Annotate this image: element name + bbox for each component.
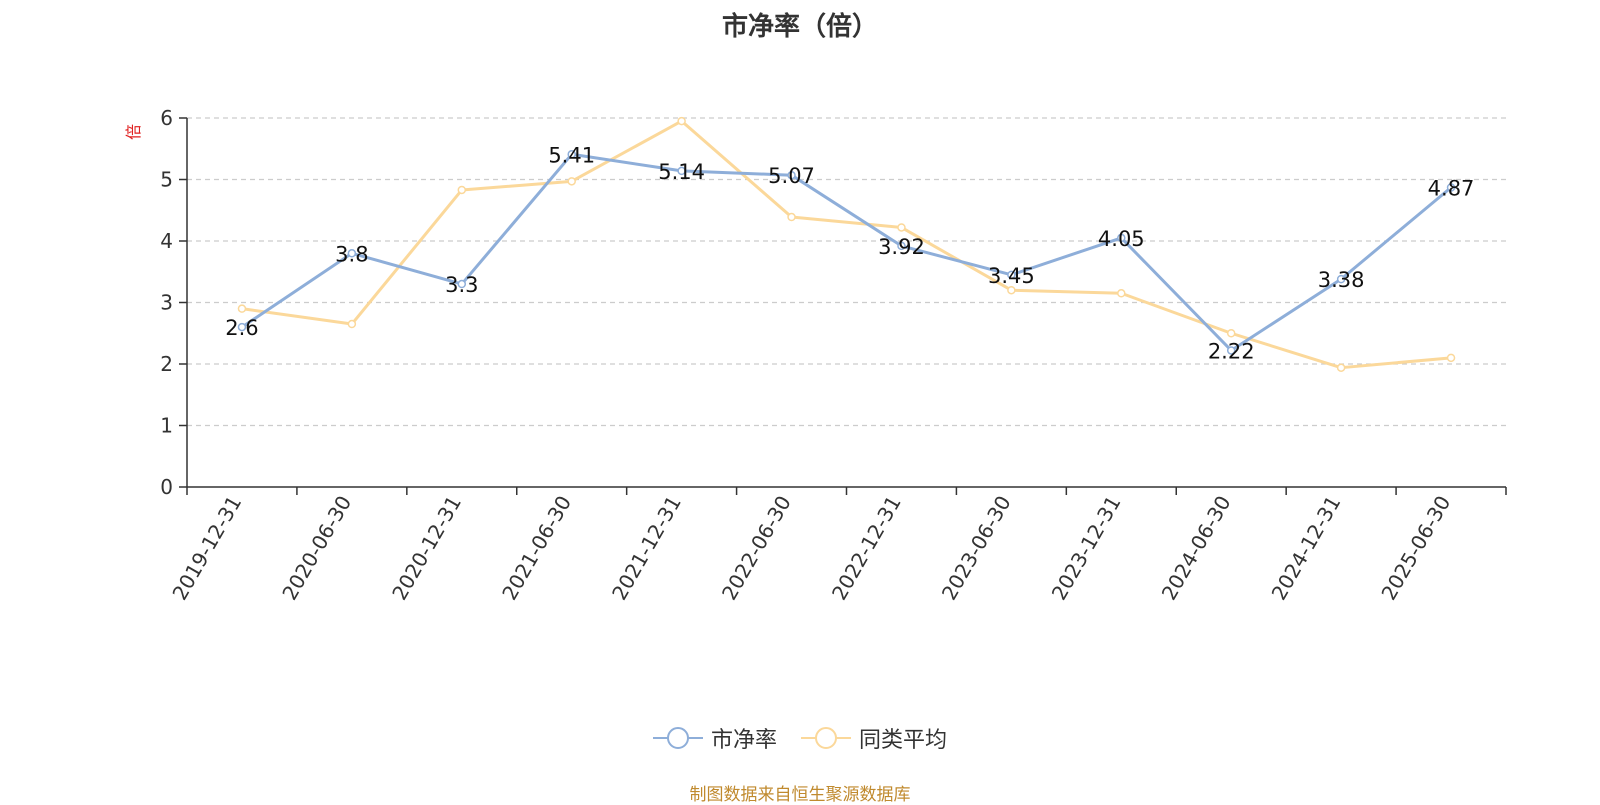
data-point-0 [897,241,906,251]
data-point-1 [457,185,467,195]
data-label: 3.38 [1318,268,1365,292]
data-point-0 [677,166,686,176]
data-point-0 [1226,346,1236,355]
legend-label-peer-average: 同类平均 [859,728,948,753]
data-point-1 [787,212,796,222]
chart-title: 市净率（倍） [721,12,878,42]
x-tick-label: 2020-12-31 [387,491,466,604]
data-point-1 [567,177,576,186]
x-tick-label: 2022-06-30 [717,492,796,605]
data-label: 2.22 [1208,339,1255,363]
data-point-0 [347,249,357,258]
data-point-1 [347,319,357,329]
data-label: 5.07 [768,164,815,188]
data-point-1 [1226,329,1236,338]
data-label: 4.05 [1098,227,1145,251]
x-tick-label: 2019-12-31 [167,492,246,605]
x-tick-label: 2022-12-31 [827,492,906,605]
data-point-1 [1446,353,1456,363]
data-point-1 [1117,289,1126,298]
y-tick-label: 5 [160,168,173,192]
legend-label-pb: 市净率 [710,728,777,753]
series-line-0 [241,152,1453,352]
legend-swatch-peer-average [801,725,851,751]
data-label: 3.8 [335,242,368,266]
y-tick-label: 1 [160,414,173,438]
x-tick-label: 2023-06-30 [937,492,1016,605]
data-label: 2.6 [225,316,258,340]
data-point-1 [677,116,686,126]
y-tick-label: 2 [160,352,173,376]
x-tick-label: 2025-06-30 [1376,492,1455,605]
data-label: 3.45 [988,264,1035,288]
x-tick-label: 2020-06-30 [277,492,356,605]
x-tick-label: 2021-12-31 [607,492,686,605]
legend-swatch-pb [652,725,703,751]
legend-item-pb[interactable]: 市净率 [652,722,777,754]
y-tick-label: 0 [160,475,173,499]
data-point-0 [567,150,576,159]
chart-legend: 市净率 同类平均 [0,722,1600,754]
data-point-1 [1336,363,1346,372]
data-point-0 [457,279,467,289]
data-label: 3.3 [445,273,478,297]
x-tick-label: 2024-12-31 [1267,492,1346,605]
data-point-1 [897,223,906,232]
data-point-1 [1007,285,1016,295]
data-point-0 [1446,183,1456,192]
data-label: 5.41 [548,143,595,167]
data-point-0 [1336,274,1346,284]
y-tick-label: 6 [160,106,173,130]
data-label: 4.87 [1428,176,1475,200]
x-tick-label: 2024-06-30 [1157,492,1236,605]
x-tick-label: 2023-12-31 [1047,492,1126,605]
data-label: 5.14 [658,160,705,184]
data-point-0 [237,322,247,332]
series-line-1 [241,119,1452,370]
legend-item-peer-average[interactable]: 同类平均 [801,722,947,754]
data-point-0 [1007,270,1016,280]
data-point-0 [787,170,796,180]
data-point-0 [1117,233,1126,243]
data-label: 3.92 [878,235,925,259]
data-source-note: 制图数据来自恒生聚源数据库 [689,785,911,805]
x-tick-label: 2021-06-30 [497,492,576,605]
data-point-1 [237,304,247,313]
y-tick-label: 3 [160,291,173,315]
y-tick-label: 4 [160,229,173,253]
